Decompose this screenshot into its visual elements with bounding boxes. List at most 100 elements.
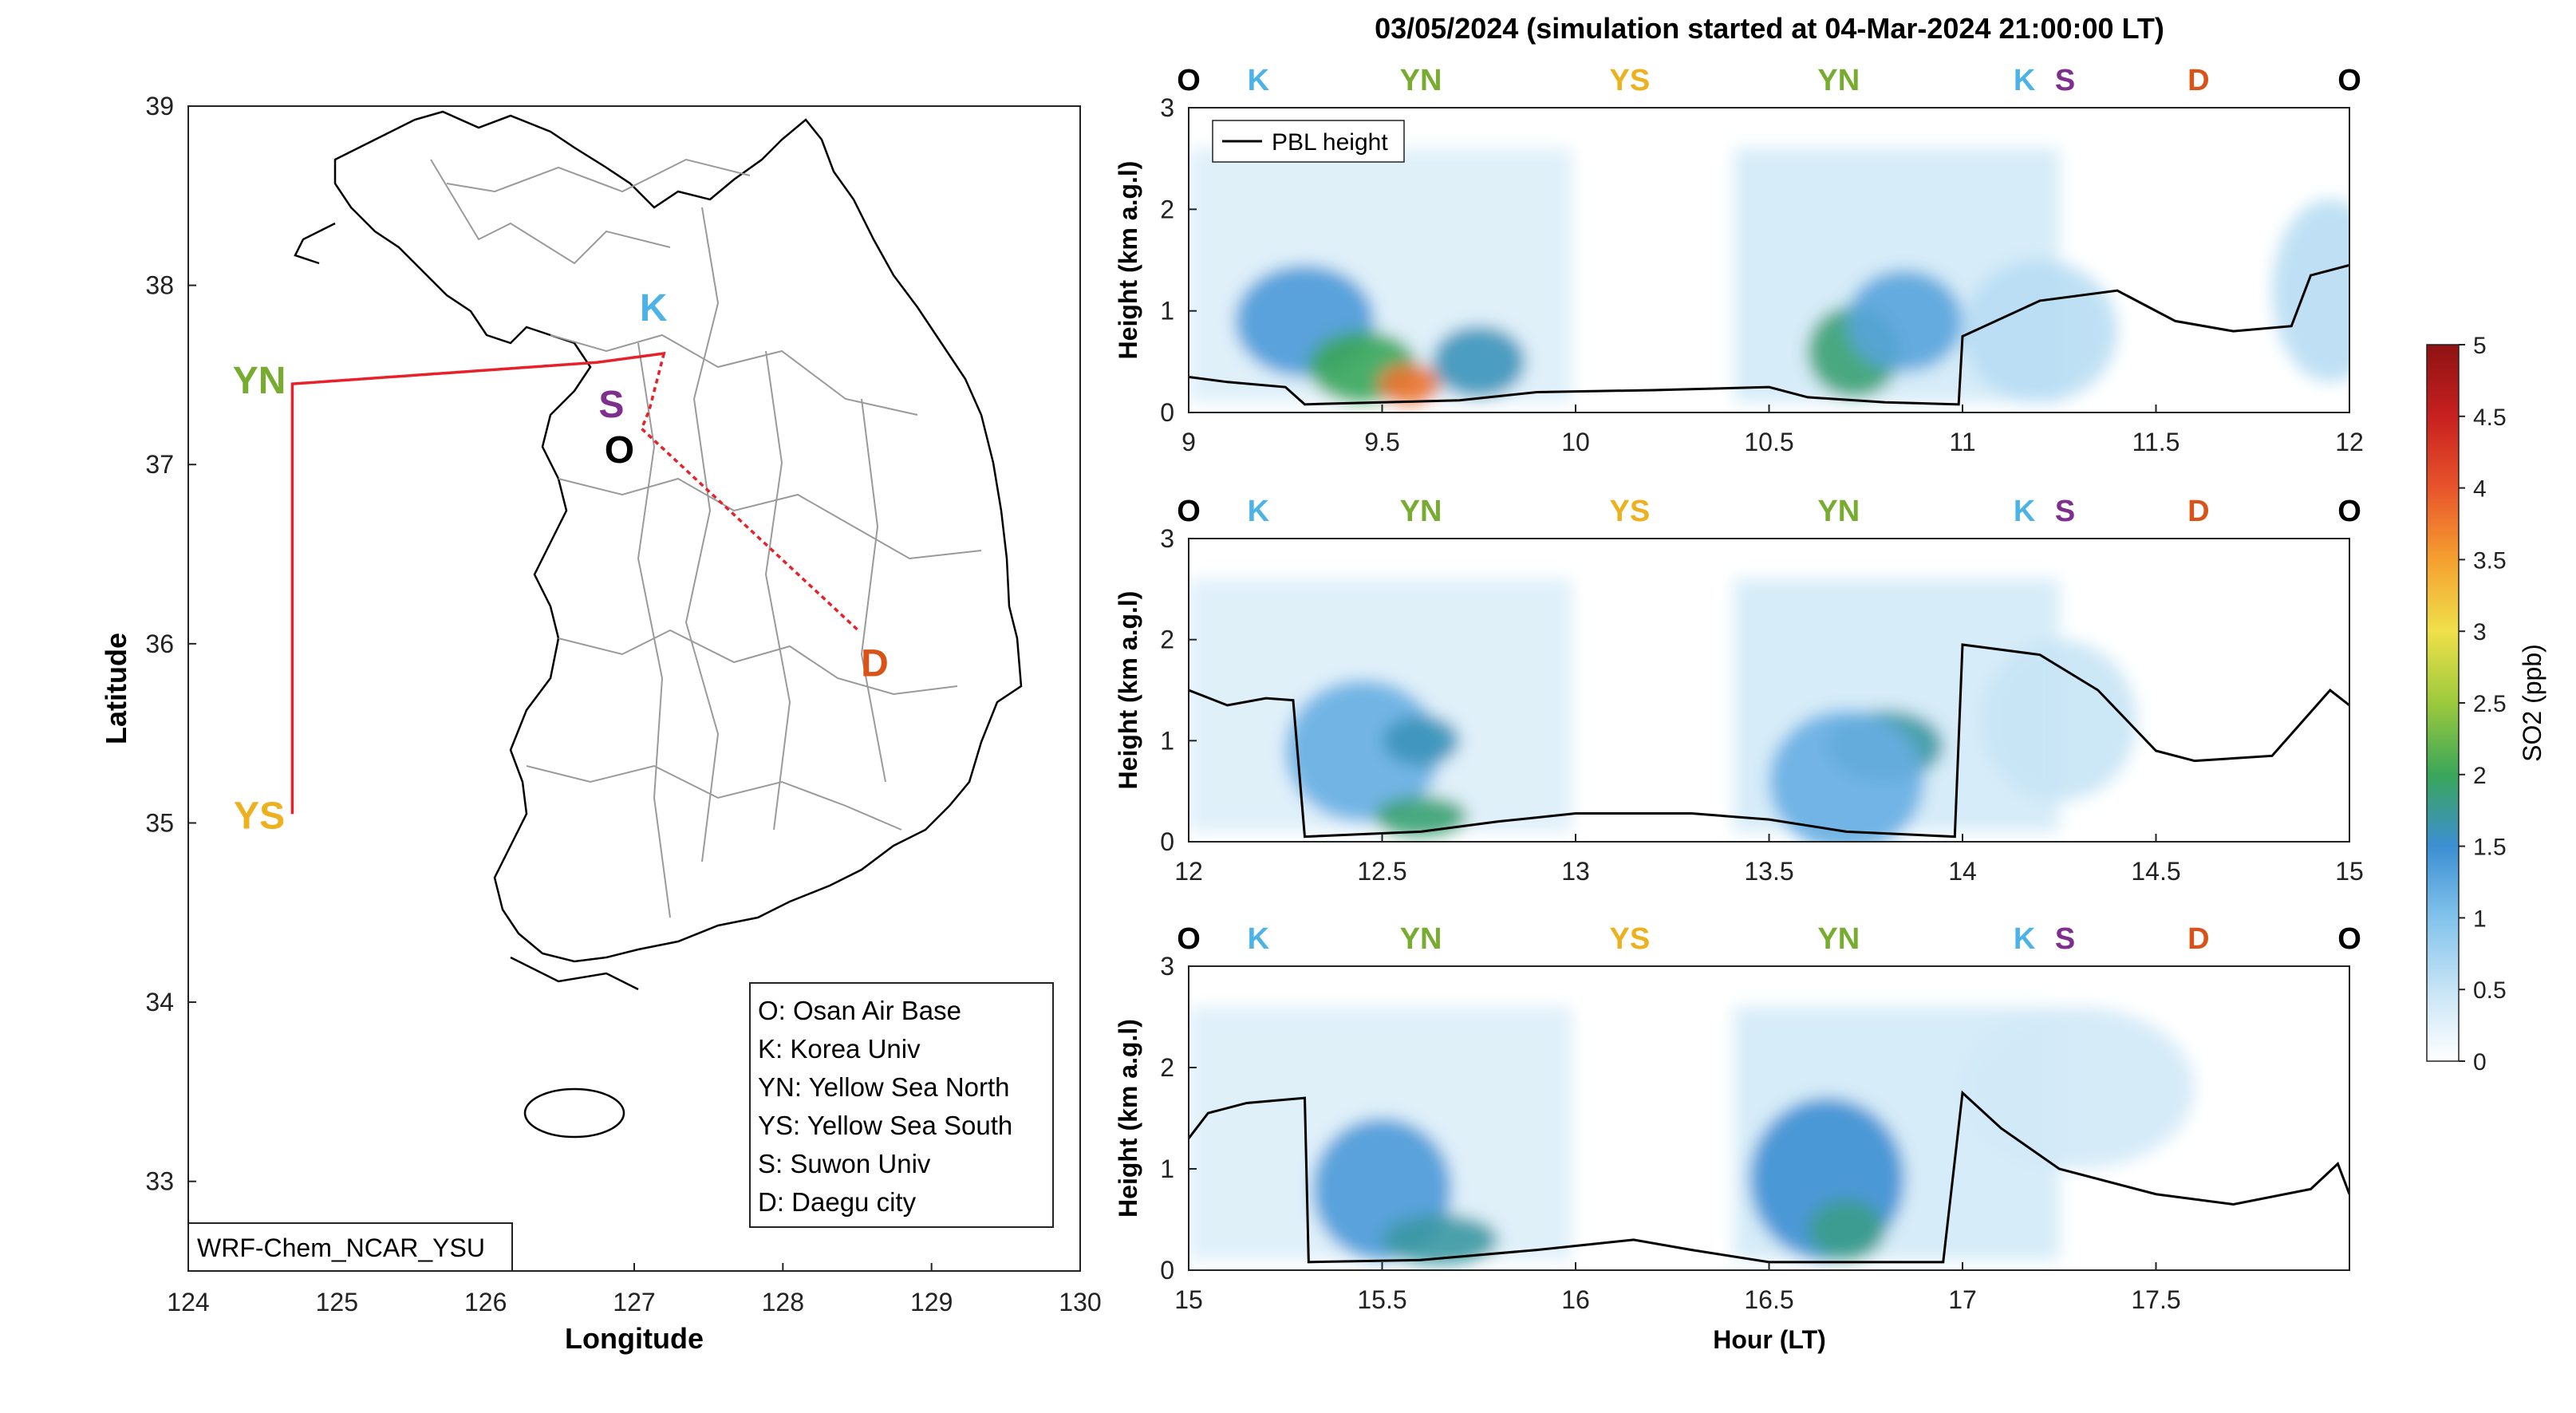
panel-site-label-d: D (2187, 64, 2209, 97)
so2-field-blur (1189, 1006, 2195, 1265)
hour-axis-label: Hour (LT) (1713, 1325, 1826, 1354)
map-x-tick-label: 127 (613, 1288, 655, 1316)
map-site-yn: YN (233, 360, 286, 402)
figure-title: 03/05/2024 (simulation started at 04-Mar… (1375, 12, 2164, 45)
panel-site-label-o: O (1177, 922, 1201, 956)
map-y-tick-label: 33 (145, 1167, 174, 1196)
map-x-tick-label: 125 (316, 1288, 358, 1316)
pbl-height-line (1189, 1090, 2349, 1264)
so2-concentration-patch (1769, 710, 1924, 842)
panel-site-label-d: D (2187, 922, 2209, 956)
map-x-axis-label: Longitude (565, 1322, 704, 1355)
map-site-labels: O K S YN YS D (233, 287, 889, 838)
map-site-k: K (640, 287, 668, 330)
panel-x-tick-label: 17.5 (2131, 1285, 2180, 1314)
site-legend-box (749, 982, 1054, 1228)
colorbar-tick-label: 0 (2473, 1049, 2487, 1076)
map-x-tick-label: 124 (167, 1288, 209, 1316)
map-y-ticks: 33 34 35 36 37 38 39 (145, 92, 196, 1196)
colorbar-tick-label: 3 (2473, 619, 2487, 645)
map-y-tick-label: 39 (145, 92, 174, 120)
so2-concentration-patch (1378, 363, 1441, 405)
panel-site-label-k: K (1248, 64, 1270, 97)
colorbar-tick-label: 0.5 (2473, 977, 2507, 1004)
flight-track-line (290, 351, 858, 815)
panel-y-tick-label: 2 (1160, 195, 1174, 223)
map-y-tick-label: 37 (145, 450, 174, 479)
panel-site-label-o: O (1177, 495, 1201, 528)
colorbar-ticks: 0 0.5 1 1.5 2 2.5 3 3.5 4 4.5 5 (2459, 333, 2507, 1076)
province-boundaries (430, 158, 982, 918)
panel-x-tick-label: 11 (1949, 428, 1975, 456)
panel-y-tick-label: 3 (1160, 524, 1174, 553)
panel-x-tick-label: 14 (1948, 857, 1977, 886)
colorbar-tick-label: 2 (2473, 763, 2487, 789)
site-legend: O: Osan Air Base K: Korea Univ YN: Yellow … (758, 996, 1012, 1217)
panel-x-tick-label: 10.5 (1744, 428, 1793, 456)
map-y-tick-label: 34 (145, 988, 174, 1016)
map-x-tick-label: 130 (1059, 1288, 1101, 1316)
panel-site-label-o: O (2337, 922, 2361, 956)
panel-x-tick-label: 12 (2335, 428, 2364, 456)
panel-site-label-s: S (2055, 64, 2075, 97)
panel-site-label-k: K (2014, 922, 2036, 956)
panel-site-label-ys: YS (1610, 64, 1651, 97)
so2-field (1189, 108, 2349, 412)
map-site-s: S (598, 384, 624, 426)
so2-concentration-patch (1846, 270, 1963, 373)
pbl-legend-label: PBL height (1272, 129, 1388, 156)
panel-site-label-s: S (2055, 922, 2075, 956)
panel-x-tick-label: 10 (1561, 428, 1590, 456)
panel-x-tick-label: 16 (1561, 1285, 1590, 1314)
map-x-tick-label: 128 (762, 1288, 804, 1316)
model-label-box (187, 1222, 513, 1272)
so2-concentration-patch (1432, 326, 1525, 397)
so2-concentration-patch (2272, 199, 2349, 382)
site-legend-entry: O: Osan Air Base (758, 996, 961, 1025)
panel-x-tick-label: 15 (1174, 1285, 1203, 1314)
panel-x-tick-label: 9 (1181, 428, 1196, 456)
so2-concentration-patch (1382, 715, 1460, 766)
so2-concentration-patch (1382, 1214, 1498, 1265)
site-legend-entry: S: Suwon Univ (758, 1149, 931, 1178)
panel-x-tick-label: 12.5 (1357, 857, 1406, 886)
map-site-d: D (861, 642, 889, 685)
panel-x-tick-label: 11.5 (2132, 428, 2180, 456)
map-site-o: O (605, 429, 634, 472)
time-height-panels: 9 9.5 10 10.5 11 11.5 12 0 12 3 Height (km a.g.l) O… (1114, 64, 2364, 1314)
panel-y-tick-label: 2 (1160, 626, 1174, 654)
panel-x-tick-label: 14.5 (2131, 857, 2180, 886)
so2-field-blur (1189, 578, 2137, 842)
panel-site-label-o: O (2337, 64, 2361, 97)
map-y-axis-label: Latitude (100, 633, 132, 744)
so2-concentration-patch (1285, 680, 1441, 822)
so2-concentration-patch (1982, 639, 2137, 802)
panel-x-tick-label: 9.5 (1364, 428, 1399, 456)
panel-site-label-k: K (1248, 922, 1270, 956)
panel-x-tick-label: 17 (1948, 1285, 1977, 1314)
so2-colorbar: 0 0.5 1 1.5 2 2.5 3 3.5 4 4.5 5 SO2 (ppb) (2426, 333, 2546, 1076)
panel-y-tick-label: 0 (1160, 1256, 1174, 1285)
panel-x-tick-label: 13.5 (1744, 857, 1793, 886)
site-legend-entry: D: Daegu city (758, 1187, 917, 1217)
panel-site-label-o: O (1177, 64, 1201, 97)
panel-x-tick-label: 12 (1174, 857, 1203, 886)
colorbar-tick-label: 4.5 (2473, 405, 2507, 431)
map-x-tick-label: 129 (910, 1288, 953, 1316)
panel-x-tick-label: 13 (1561, 857, 1590, 886)
panel-site-label-yn: YN (1817, 922, 1860, 956)
map-y-tick-label: 36 (145, 630, 174, 658)
colorbar-tick-label: 1 (2473, 906, 2487, 932)
colorbar-tick-label: 4 (2473, 476, 2487, 503)
panel-y-tick-label: 0 (1160, 398, 1174, 427)
map-panel: 124 125 126 127 128 129 130 33 34 35 36 37 38 39 Lon… (100, 92, 1102, 1355)
site-legend-entry: K: Korea Univ (758, 1034, 921, 1064)
so2-concentration-patch (1963, 1006, 2195, 1169)
panel-y-tick-label: 3 (1160, 93, 1174, 122)
panel-site-label-d: D (2187, 495, 2209, 528)
panel-y-axis-label: Height (km a.g.l) (1114, 591, 1142, 790)
map-x-tick-label: 126 (464, 1288, 507, 1316)
panel-x-tick-label: 15 (2335, 857, 2364, 886)
panel-site-label-s: S (2055, 495, 2075, 528)
